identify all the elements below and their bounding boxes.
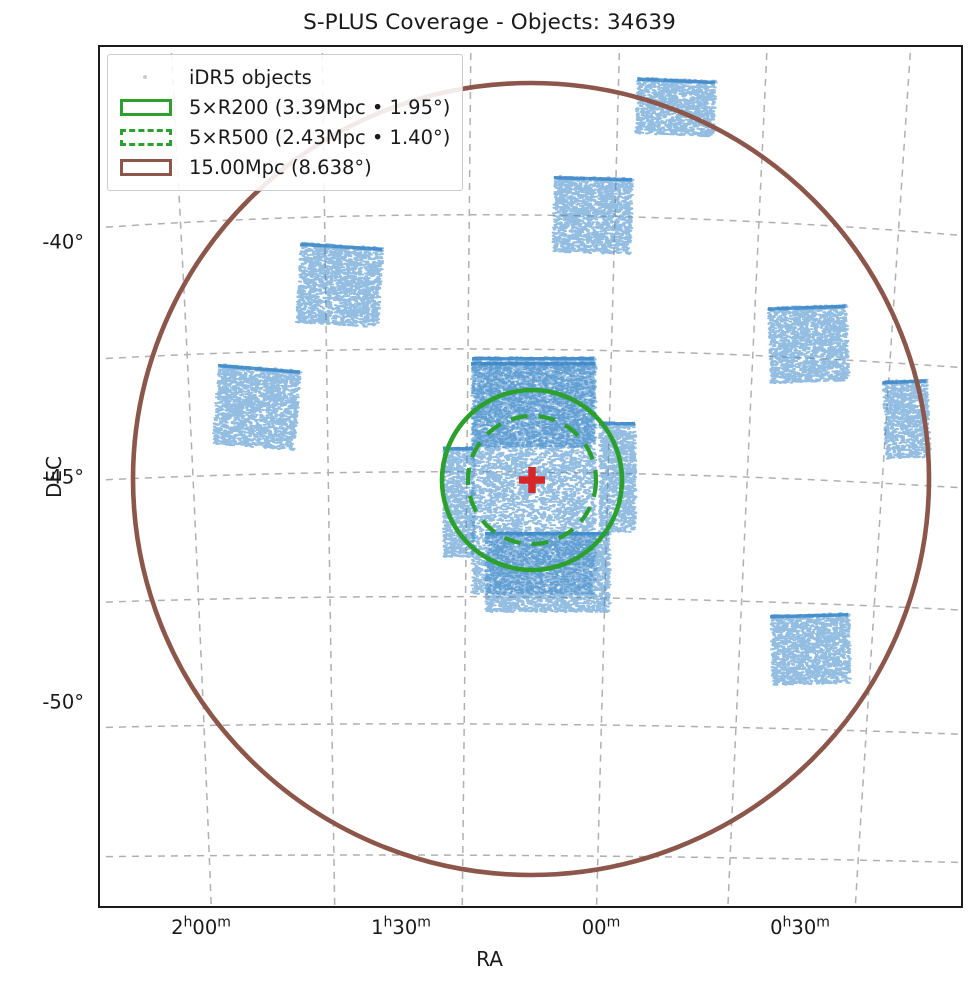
ytick-label-minus40: -40° (42, 230, 84, 254)
solid-brown-rect-icon (118, 156, 176, 178)
legend-label-outer: 15.00Mpc (8.638°) (189, 155, 372, 179)
solid-green-rect-icon (118, 96, 176, 118)
cluster-center-marker (519, 467, 545, 493)
object-field-patch (212, 363, 303, 451)
plot-canvas (100, 47, 961, 906)
object-field-patch (769, 612, 852, 686)
xtick-label-0h30m: 0h30m (770, 914, 830, 939)
legend-label-idr5: iDR5 objects (189, 65, 312, 89)
legend-label-r200: 5×R200 (3.39Mpc • 1.95°) (189, 95, 451, 119)
legend-item-r500: 5×R500 (2.43Mpc • 1.40°) (118, 122, 450, 152)
xtick-label-1h30m: 1h30m (371, 914, 431, 939)
r500-circle (465, 413, 599, 547)
xtick-label-00m: 00m (581, 914, 621, 939)
legend-item-r200: 5×R200 (3.39Mpc • 1.95°) (118, 92, 450, 122)
legend-item-idr5: iDR5 objects (118, 62, 450, 92)
dashed-green-rect-icon (118, 126, 176, 148)
xtick-label-2h00m: 2h00m (171, 914, 231, 939)
object-field-patch (766, 303, 851, 385)
outer-circle-15mpc (130, 80, 932, 878)
ytick-label-minus45: -45° (42, 465, 84, 489)
legend: iDR5 objects 5×R200 (3.39Mpc • 1.95°) 5×… (107, 54, 464, 191)
legend-label-r500: 5×R500 (2.43Mpc • 1.40°) (189, 125, 451, 149)
object-field-patch (634, 76, 718, 138)
y-axis-label: DEC (42, 456, 66, 499)
x-axis-label: RA (476, 947, 503, 971)
legend-item-outer: 15.00Mpc (8.638°) (118, 152, 450, 182)
object-field-patch (471, 356, 597, 448)
r200-circle (439, 387, 625, 573)
ytick-label-minus50: -50° (42, 690, 84, 714)
object-field-patch (598, 421, 638, 533)
idr5-object-fields (212, 76, 932, 686)
page-title: S-PLUS Coverage - Objects: 34639 (303, 10, 676, 35)
object-field-patch (551, 175, 635, 255)
object-field-patch (294, 241, 385, 328)
point-marker-icon (118, 66, 176, 88)
